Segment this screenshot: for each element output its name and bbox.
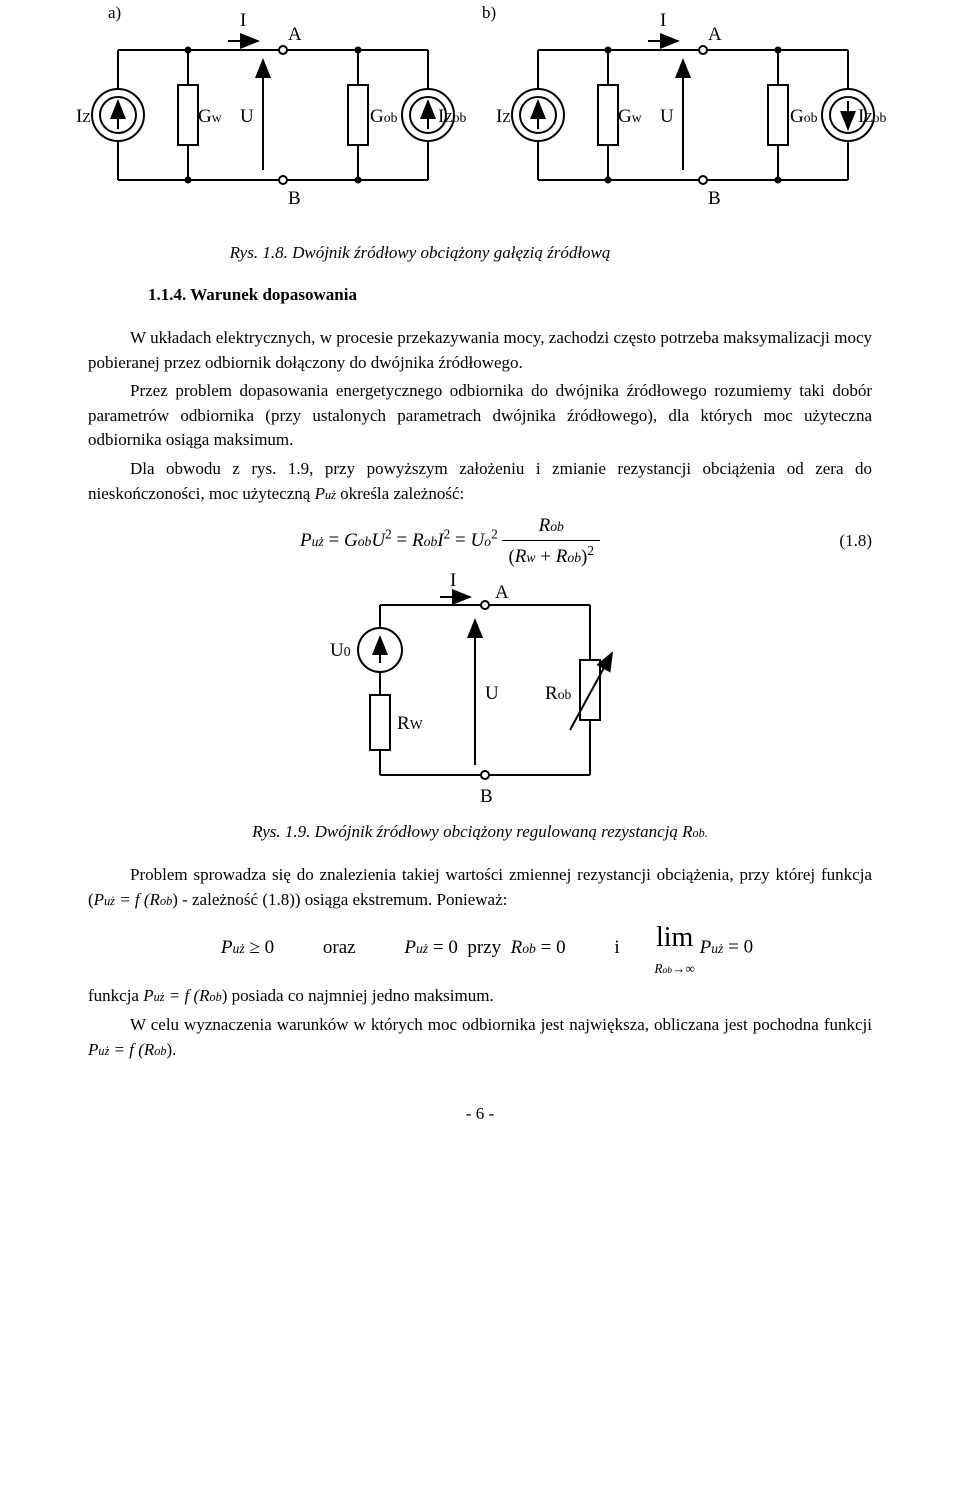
label-B: B	[288, 185, 301, 213]
para-4: Problem sprowadza się do znalezienia tak…	[88, 863, 872, 912]
circuit-1-9-svg	[330, 575, 630, 805]
circuit-b: b)	[508, 5, 878, 233]
label-Gw: Gw	[198, 103, 222, 131]
label-U: U	[240, 103, 254, 131]
circuit-b-svg	[508, 5, 878, 225]
circuit-1-9: I A B U U0 RW Rob	[330, 575, 630, 813]
fig-1-9-caption: Rys. 1.9. Dwójnik źródłowy obciążony reg…	[88, 820, 872, 845]
circuit-a: a)	[88, 5, 458, 233]
para-5: funkcja Puż = f (Rob) posiada co najmnie…	[88, 984, 872, 1009]
eq-1-8-number: (1.8)	[812, 529, 872, 554]
para-6: W celu wyznaczenia warunków w których mo…	[88, 1013, 872, 1062]
label-Gob-b: Gob	[790, 103, 817, 131]
section-heading: 1.1.4. Warunek dopasowania	[148, 283, 872, 308]
label-a: a)	[108, 1, 121, 26]
label-A-b: A	[708, 21, 722, 49]
label-Iz-b: IZ	[496, 103, 511, 131]
f9-A: A	[495, 579, 509, 607]
label-I-b: I	[660, 7, 666, 35]
label-A: A	[288, 21, 302, 49]
para-3b: określa zależność:	[336, 484, 464, 503]
label-Iz: IZ	[76, 103, 91, 131]
f9-I: I	[450, 567, 456, 595]
conditions-line: Puż ≥ 0 oraz Puż = 0 przy Rob = 0 i lim …	[88, 918, 872, 978]
label-Izob-b: IZob	[858, 103, 886, 131]
equation-1-8: Puż = GobU2 = RobI2 = Uo2 Rob (Rw + Rob)…	[88, 512, 872, 570]
circuit-a-svg	[88, 5, 458, 225]
label-Gob: Gob	[370, 103, 397, 131]
para-1: W układach elektrycznych, w procesie prz…	[88, 326, 872, 375]
para-2: Przez problem dopasowania energetycznego…	[88, 379, 872, 453]
label-Gw-b: Gw	[618, 103, 642, 131]
f9-U0: U0	[330, 637, 351, 665]
para-3a: Dla obwodu z rys. 1.9, przy powyższym za…	[88, 459, 872, 503]
f9-Rw: RW	[397, 710, 423, 738]
page-number: - 6 -	[88, 1102, 872, 1127]
label-b: b)	[482, 1, 496, 26]
f9-B: B	[480, 783, 493, 811]
para-3: Dla obwodu z rys. 1.9, przy powyższym za…	[88, 457, 872, 506]
label-I: I	[240, 7, 246, 35]
label-B-b: B	[708, 185, 721, 213]
label-Izob: IZob	[438, 103, 466, 131]
figure-1-8-row: a)	[88, 5, 872, 233]
label-U-b: U	[660, 103, 674, 131]
f9-Rob: Rob	[545, 680, 571, 708]
fig-1-8-caption: Rys. 1.8. Dwójnik źródłowy obciążony gał…	[0, 241, 872, 266]
f9-U: U	[485, 680, 499, 708]
